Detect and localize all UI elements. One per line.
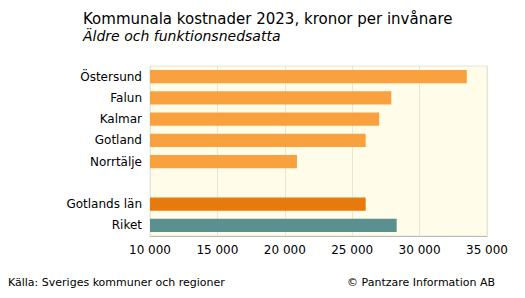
svg-text:10 000: 10 000 — [129, 243, 171, 257]
svg-text:Äldre och funktionsnedsatta: Äldre och funktionsnedsatta — [82, 27, 280, 44]
svg-text:20 000: 20 000 — [264, 243, 306, 257]
svg-text:Kommunala kostnader 2023, kron: Kommunala kostnader 2023, kronor per inv… — [83, 10, 452, 28]
svg-text:Källa: Sveriges kommuner och r: Källa: Sveriges kommuner och regioner — [8, 276, 225, 289]
svg-text:© Pantzare Information AB: © Pantzare Information AB — [347, 276, 495, 289]
svg-text:25 000: 25 000 — [331, 243, 373, 257]
svg-text:Östersund: Östersund — [80, 68, 142, 84]
svg-text:Falun: Falun — [110, 91, 142, 105]
svg-text:Kalmar: Kalmar — [100, 112, 142, 126]
svg-text:30 000: 30 000 — [399, 243, 441, 257]
svg-text:15 000: 15 000 — [196, 243, 238, 257]
svg-text:Gotlands län: Gotlands län — [66, 197, 142, 211]
svg-text:35 000: 35 000 — [466, 243, 508, 257]
svg-text:Norrtälje: Norrtälje — [90, 155, 142, 169]
svg-text:Gotland: Gotland — [95, 133, 142, 147]
svg-text:Riket: Riket — [112, 218, 143, 232]
